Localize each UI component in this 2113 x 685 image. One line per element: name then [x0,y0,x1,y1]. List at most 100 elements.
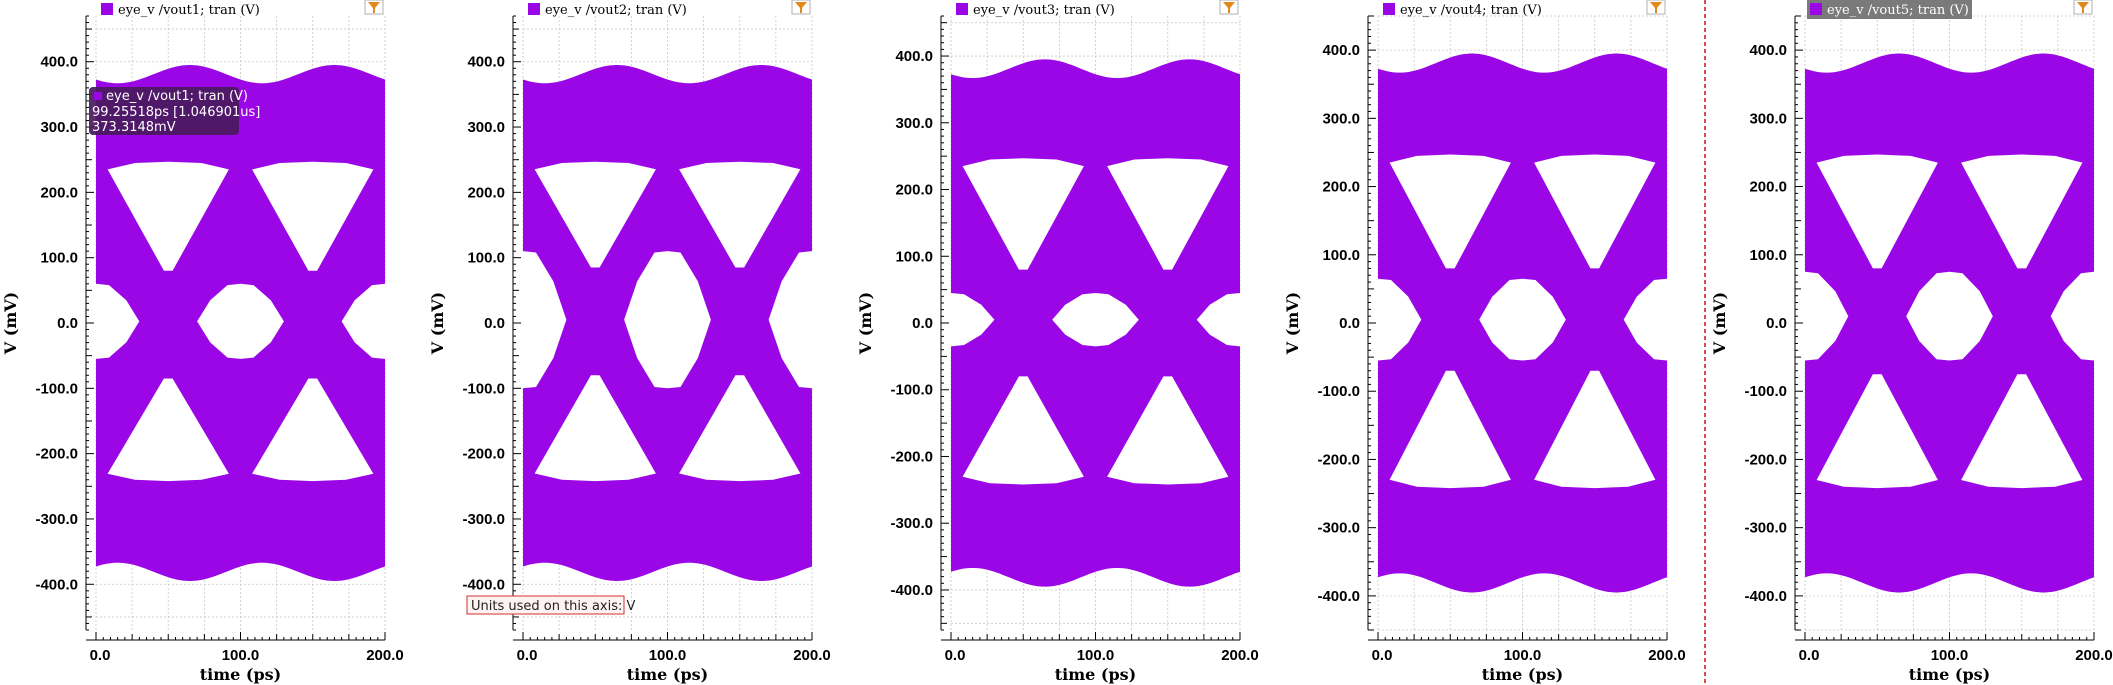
eye-opening-lower-2 [252,378,374,482]
x-axis-title: time (ps) [1482,665,1563,684]
legend-label[interactable]: eye_v /vout4; tran (V) [1400,3,1542,18]
funnel-icon[interactable] [791,0,811,15]
y-axis: 400.0 300.0 200.0 100.0 0.0 -100.0 -200.0 -300.… [856,15,949,631]
x-tick-label: 200.0 [793,647,831,664]
eye-opening-middle-1 [52,283,140,359]
cursor-tooltip: eye_v /vout1; tran (V)99.25518ps [1.0469… [89,87,260,135]
y-axis: 400.0 300.0 200.0 100.0 0.0 -100.0 -200.0 -300.… [1710,15,1803,631]
eye-openings [479,161,856,482]
legend[interactable]: eye_v /vout5; tran (V) [1807,0,1972,19]
funnel-icon[interactable] [1219,0,1239,15]
y-tick-label: 300.0 [1322,110,1360,127]
legend[interactable]: eye_v /vout4; tran (V) [1383,3,1542,18]
legend-label[interactable]: eye_v /vout2; tran (V) [545,3,687,18]
x-axis-title: time (ps) [1055,665,1136,684]
y-tick-label: 200.0 [467,184,505,201]
tooltip-line-3: 373.3148mV [92,120,176,135]
y-tick-label: -400.0 [462,576,505,593]
legend-swatch [1383,3,1395,15]
y-tick-label: -200.0 [1317,451,1360,468]
y-tick-label: -100.0 [35,380,78,397]
legend-swatch [956,3,968,15]
tooltip-bg [89,87,239,135]
eye-opening-middle-3 [1623,278,1711,361]
x-tick-label: 100.0 [222,647,260,664]
eye-chart-4: 400.0 300.0 200.0 100.0 0.0 -100.0 -200.0 -300.… [1283,0,1711,684]
eye-opening-middle-2 [1906,271,1993,361]
legend[interactable]: eye_v /vout3; tran (V) [956,3,1115,18]
eye-opening-lower-2 [1961,374,2083,489]
y-axis-title: V (mV) [1,292,20,355]
eye-opening-upper-2 [1961,154,2083,269]
x-tick-label: 100.0 [1077,647,1115,664]
funnel-icon-shape [1650,2,1662,13]
funnel-icon-shape [1223,2,1235,13]
x-axis: 0.0 100.0 200.0 time (ps) [941,632,1259,684]
funnel-icon[interactable] [2073,0,2093,15]
funnel-icon[interactable] [1646,0,1666,15]
x-tick-label: 200.0 [1648,647,1686,664]
units-note: Units used on this axis: V [466,595,635,615]
eye-opening-upper-1 [1816,154,1938,269]
eye-opening-upper-2 [679,161,801,268]
y-tick-label: 200.0 [40,184,78,201]
eye-opening-upper-1 [962,158,1084,270]
y-tick-label: 400.0 [1749,42,1787,59]
eye-opening-upper-2 [1534,154,1656,269]
y-tick-label: -200.0 [35,446,78,463]
x-tick-label: 100.0 [1931,647,1969,664]
y-axis-title: V (mV) [428,292,447,355]
y-tick-label: 300.0 [467,119,505,136]
eye-openings [1761,154,2113,489]
x-axis: 0.0 100.0 200.0 time (ps) [513,632,831,684]
y-tick-label: 300.0 [40,119,78,136]
eye-opening-middle-2 [1479,278,1566,361]
x-axis: 0.0 100.0 200.0 time (ps) [1368,632,1686,684]
y-tick-label: -300.0 [35,511,78,528]
y-tick-label: 100.0 [1322,247,1360,264]
legend-highlight [1807,0,1972,19]
x-tick-label: 200.0 [366,647,404,664]
y-tick-label: -300.0 [890,515,933,532]
y-axis: 400.0 300.0 200.0 100.0 0.0 -100.0 -200.0 -300.… [428,15,521,631]
y-tick-label: 300.0 [895,115,933,132]
y-tick-label: -100.0 [1317,383,1360,400]
units-note-text: Units used on this axis: V [471,599,635,614]
y-tick-label: 400.0 [1322,42,1360,59]
y-axis: 400.0 300.0 200.0 100.0 0.0 -100.0 -200.0 -300.… [1,15,94,631]
eye-chart-1: 400.0 300.0 200.0 100.0 0.0 -100.0 -200.0 -300.… [1,0,429,684]
x-tick-label: 200.0 [2075,647,2113,664]
y-tick-label: 400.0 [895,48,933,65]
y-axis-title: V (mV) [1710,292,1729,355]
eye-opening-upper-2 [252,161,374,271]
y-tick-label: 100.0 [467,250,505,267]
eye-opening-lower-2 [679,375,801,482]
legend-swatch [1810,3,1822,15]
legend[interactable]: eye_v /vout1; tran (V) [101,3,260,18]
eye-opening-middle-2 [197,283,284,359]
legend-label[interactable]: eye_v /vout5; tran (V) [1827,3,1969,18]
eye-opening-middle-2 [1052,293,1139,347]
eye-opening-middle-1 [1334,278,1422,361]
eye-opening-lower-1 [107,378,229,482]
units-note-box [466,595,625,615]
tooltip-line-2: 99.25518ps [1.046901us] [92,105,260,120]
x-axis-title: time (ps) [627,665,708,684]
funnel-icon[interactable] [364,0,384,15]
x-axis: 0.0 100.0 200.0 time (ps) [1795,632,2113,684]
legend-label[interactable]: eye_v /vout1; tran (V) [118,3,260,18]
y-tick-label: 100.0 [1749,247,1787,264]
y-tick-label: 0.0 [484,315,505,332]
eye-opening-lower-2 [1107,376,1229,485]
legend-swatch [528,3,540,15]
y-tick-label: -400.0 [35,576,78,593]
x-axis-title: time (ps) [200,665,281,684]
tooltip-swatch [94,92,102,100]
funnel-icon-shape [2077,2,2089,13]
y-tick-label: -300.0 [1317,520,1360,537]
legend-label[interactable]: eye_v /vout3; tran (V) [973,3,1115,18]
eye-chart-3: 400.0 300.0 200.0 100.0 0.0 -100.0 -200.0 -300.… [856,0,1284,684]
y-tick-label: -400.0 [1744,588,1787,605]
eye-opening-middle-3 [768,251,856,389]
legend[interactable]: eye_v /vout2; tran (V) [528,3,687,18]
